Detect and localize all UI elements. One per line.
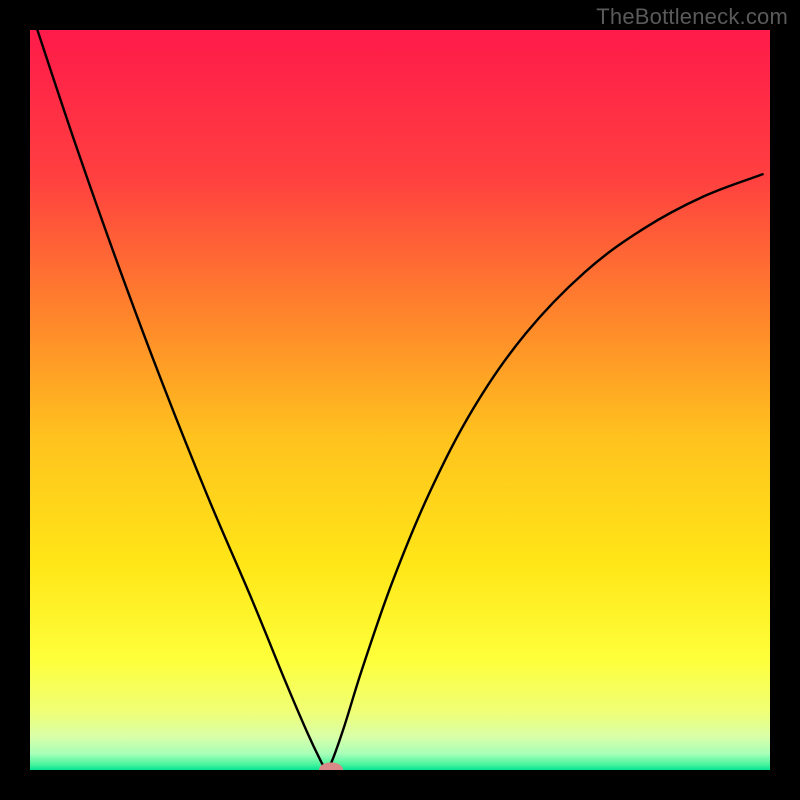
plot-area	[30, 30, 770, 770]
watermark-text: TheBottleneck.com	[596, 4, 788, 30]
chart-container: TheBottleneck.com	[0, 0, 800, 800]
curve-path	[37, 30, 762, 770]
bottleneck-curve	[30, 30, 770, 770]
min-point-marker	[319, 763, 343, 771]
